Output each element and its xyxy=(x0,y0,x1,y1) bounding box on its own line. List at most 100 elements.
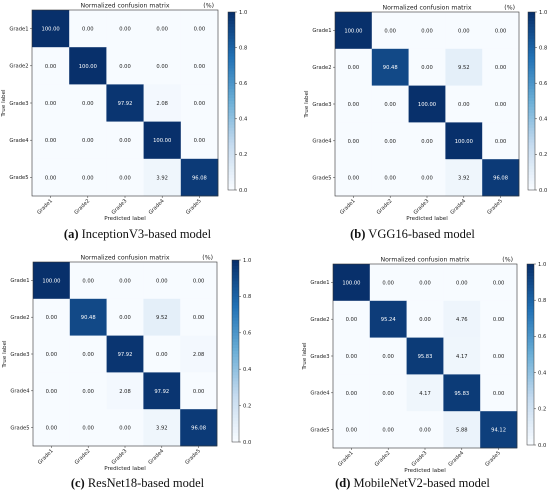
chart-title: Normalized confusion matrix xyxy=(80,255,169,262)
colorbar-segment xyxy=(528,44,535,48)
colorbar-segment xyxy=(232,320,239,325)
cell-value-label: 0.00 xyxy=(348,176,360,182)
cell-value-label: 0.00 xyxy=(421,139,433,145)
colorbar-segment xyxy=(527,309,534,313)
colorbar-segment xyxy=(528,151,535,155)
heatmap-cell xyxy=(69,409,107,447)
cell-value-label: 0.00 xyxy=(493,280,505,286)
y-tick-label: Grade2 xyxy=(312,65,331,71)
colorbar-segment xyxy=(528,103,535,108)
heatmap-cell xyxy=(33,409,71,447)
heatmap-cell xyxy=(180,409,218,447)
colorbar-segment xyxy=(528,118,535,123)
colorbar-tick-label: 0.8 xyxy=(538,298,546,304)
x-tick-label: Grade1 xyxy=(36,198,54,216)
confusion-matrix-panel: Normalized confusion matrix (%)100.00 0.00… xyxy=(302,257,547,475)
heatmap-cell xyxy=(106,409,144,447)
colorbar-tick-label: 0.6 xyxy=(243,331,251,337)
x-tick-label: Grade3 xyxy=(413,198,431,216)
heatmap-cell xyxy=(408,159,446,197)
colorbar-segment xyxy=(228,20,235,25)
x-tick-label: Grade2 xyxy=(74,448,92,466)
y-axis-label: True label xyxy=(304,90,310,119)
colorbar-segment xyxy=(228,121,235,126)
colorbar-segment xyxy=(232,384,239,388)
colorbar-segment xyxy=(228,17,235,22)
y-tick-label: Grade2 xyxy=(310,317,329,323)
colorbar-segment xyxy=(232,369,239,373)
colorbar-segment xyxy=(528,41,535,46)
colorbar-segment xyxy=(228,130,235,135)
cell-value-label: 0.00 xyxy=(495,139,507,145)
colorbar-segment xyxy=(528,68,535,72)
heatmap-cell xyxy=(143,158,182,197)
colorbar-tick-label: 0.6 xyxy=(538,334,546,340)
heatmap-cell xyxy=(335,12,373,50)
x-axis-label: Predicted label xyxy=(404,468,446,474)
caption-letter: (b) xyxy=(350,227,366,241)
colorbar-segment xyxy=(528,106,535,111)
colorbar-segment xyxy=(528,169,535,173)
colorbar-segment xyxy=(528,160,535,164)
colorbar-segment xyxy=(232,423,239,428)
x-axis-label: Predicted label xyxy=(104,216,146,222)
heatmap-cell xyxy=(445,12,483,50)
heatmap-cell xyxy=(106,335,144,373)
cell-value-label: 0.00 xyxy=(119,27,131,33)
colorbar-segment xyxy=(527,276,534,280)
x-tick-label: Grade3 xyxy=(111,448,129,466)
cell-value-label: 0.00 xyxy=(45,101,57,107)
heatmap-cell xyxy=(369,337,407,375)
caption-letter: (c) xyxy=(70,476,85,490)
y-tick-label: Grade4 xyxy=(10,389,30,395)
colorbar-segment xyxy=(228,83,235,87)
heatmap-cell xyxy=(333,264,371,302)
colorbar-segment xyxy=(232,344,239,349)
colorbar-segment xyxy=(527,387,534,392)
colorbar-segment xyxy=(527,441,534,446)
colorbar-segment xyxy=(527,414,534,419)
heatmap-cell xyxy=(143,335,181,373)
cell-value-label: 0.00 xyxy=(456,280,468,286)
y-tick-label: Grade3 xyxy=(310,354,329,360)
colorbar-frame xyxy=(526,263,535,446)
y-axis-label: True label xyxy=(1,89,7,118)
cell-value-label: 100.00 xyxy=(42,278,60,284)
heatmap-cell xyxy=(32,121,70,160)
heatmap-cell xyxy=(445,48,483,86)
colorbar-segment xyxy=(527,327,534,331)
heatmap-cell xyxy=(143,47,182,85)
cell-value-label: 0.00 xyxy=(45,138,57,144)
colorbar-segment xyxy=(232,290,239,294)
confusion-matrix-panel: Normalized confusion matrix (%)100.00 0.00… xyxy=(304,5,548,223)
heatmap-cell xyxy=(33,372,71,410)
cell-value-label: 4.17 xyxy=(456,354,468,360)
heatmap-cell xyxy=(371,159,409,197)
colorbar-segment xyxy=(527,315,534,319)
cell-value-label: 0.00 xyxy=(46,352,58,358)
colorbar-segment xyxy=(232,354,239,358)
colorbar-segment xyxy=(232,326,239,331)
cell-value-label: 0.00 xyxy=(194,101,206,107)
colorbar-segment xyxy=(232,402,239,406)
cell-value-label: 0.00 xyxy=(458,102,470,108)
heatmap-cell xyxy=(32,10,70,48)
cell-value-label: 0.00 xyxy=(194,138,206,144)
y-tick-label: Grade1 xyxy=(10,278,29,284)
heatmap-cell xyxy=(443,374,481,412)
cell-value-label: 0.00 xyxy=(119,426,131,432)
colorbar-segment xyxy=(528,71,535,75)
cell-value-label: 3.92 xyxy=(458,176,470,182)
y-tick-label: Grade3 xyxy=(10,352,29,358)
heatmap-cell xyxy=(33,335,71,373)
colorbar-frame xyxy=(527,11,536,191)
heatmap-cell xyxy=(106,158,144,197)
x-tick-label: Grade3 xyxy=(111,198,129,216)
colorbar-segment xyxy=(228,154,235,158)
colorbar-segment xyxy=(528,127,535,132)
cell-value-label: 0.00 xyxy=(156,27,168,33)
heatmap-cell xyxy=(335,48,373,86)
colorbar-tick-label: 0.4 xyxy=(239,117,248,123)
cell-value-label: 0.00 xyxy=(46,389,58,395)
cell-value-label: 90.48 xyxy=(81,315,96,321)
